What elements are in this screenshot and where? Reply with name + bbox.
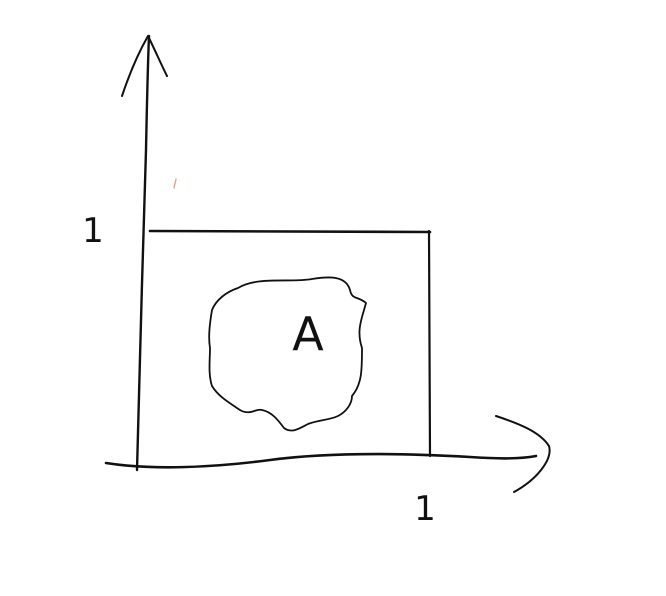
x-axis-arrowhead bbox=[495, 415, 551, 493]
stray-mark bbox=[173, 178, 177, 189]
x-tick-label: 1 bbox=[414, 489, 436, 529]
y-axis-arrowhead bbox=[121, 35, 168, 97]
square-right-edge bbox=[427, 229, 432, 458]
x-axis bbox=[104, 452, 538, 469]
region-blob bbox=[208, 276, 367, 432]
square-top-edge bbox=[148, 229, 432, 234]
y-axis bbox=[135, 34, 151, 472]
y-tick-label: 1 bbox=[82, 211, 104, 251]
region-label: A bbox=[292, 307, 324, 361]
